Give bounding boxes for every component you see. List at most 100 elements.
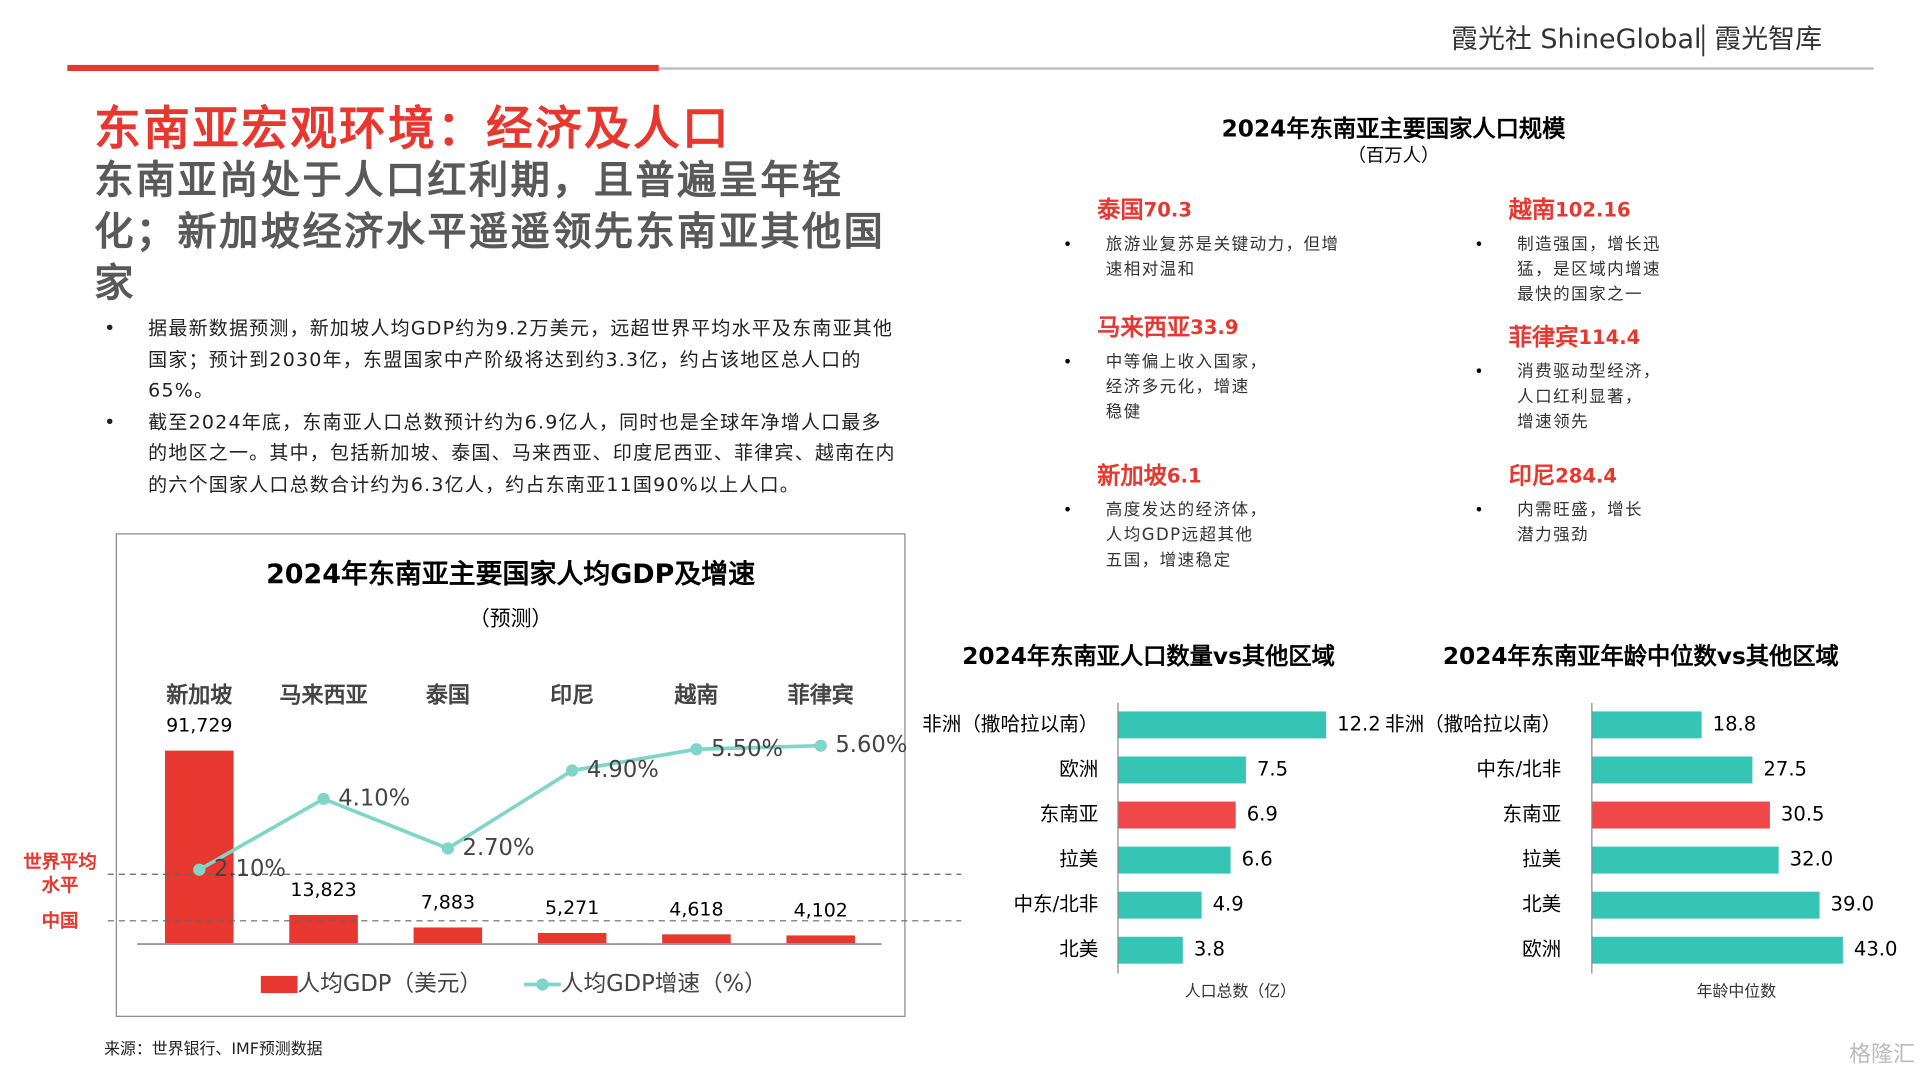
country-description: 内需旺盛，增长 <box>1517 500 1643 519</box>
country-heading: 马来西亚33.9 <box>1097 314 1238 341</box>
y-tick-label: 拉美 <box>1059 848 1098 871</box>
country-name: 菲律宾 <box>1509 323 1579 350</box>
country-population: 284.4 <box>1555 464 1617 487</box>
bar-value-label: 43.0 <box>1854 938 1898 961</box>
line-value-label: 4.90% <box>587 757 659 783</box>
country-description: 人均GDP远超其他 <box>1106 525 1254 544</box>
y-tick-label: 欧洲 <box>1522 938 1561 961</box>
line-value-label: 5.60% <box>835 732 907 758</box>
y-tick-label: 非洲（撒哈拉以南） <box>1385 712 1561 735</box>
y-tick-label: 北美 <box>1522 893 1561 916</box>
reference-label: 世界平均水平 <box>23 851 97 897</box>
country-heading: 菲律宾114.4 <box>1509 323 1641 350</box>
bar-value-label: 12.2 <box>1337 712 1381 735</box>
country-heading: 泰国70.3 <box>1096 196 1192 223</box>
country-description: 中等偏上收入国家， <box>1106 352 1268 371</box>
bar-value-label: 6.6 <box>1242 848 1273 871</box>
country-heading: 越南102.16 <box>1509 196 1631 223</box>
line <box>198 743 821 872</box>
y-tick-label: 中东/北非 <box>1476 757 1561 780</box>
country-population: 102.16 <box>1555 198 1631 221</box>
country-name: 越南 <box>1509 196 1556 223</box>
bar <box>1591 891 1820 919</box>
bar <box>413 927 483 945</box>
reference-label: 中国 <box>41 909 79 932</box>
line-marker <box>441 842 454 855</box>
bullet-list: 据最新数据预测，新加坡人均GDP约为9.2万美元，远超世界平均水平及东南亚其他国… <box>104 313 900 500</box>
y-tick-label: 东南亚 <box>1040 803 1099 826</box>
bar <box>662 934 731 945</box>
y-tick-label: 中东/北非 <box>1013 893 1098 916</box>
bar <box>165 750 234 945</box>
legend-label: 人均GDP增速（%） <box>561 971 767 997</box>
bar-value-label: 91,729 <box>166 715 232 737</box>
line-marker <box>193 863 206 876</box>
x-axis-label: 人口总数（亿） <box>1185 981 1296 1000</box>
brand: 霞光智库 <box>1714 24 1822 55</box>
header-accent <box>67 64 659 72</box>
bar <box>1117 891 1202 919</box>
desc-bullet: • <box>1063 500 1072 519</box>
bar-value-label: 13,823 <box>290 879 356 901</box>
line-marker <box>317 792 330 805</box>
country-description: 旅游业复苏是关键动力，但增 <box>1106 234 1340 253</box>
line-value-label: 2.10% <box>214 856 286 882</box>
x-axis-label: 年龄中位数 <box>1697 981 1777 1000</box>
country-population: 6.1 <box>1167 464 1202 487</box>
bar <box>1591 936 1843 964</box>
country-description: 制造强国，增长迅 <box>1517 234 1661 253</box>
desc-bullet: • <box>1063 352 1072 371</box>
country-description: 猛，是区域内增速 <box>1517 260 1661 279</box>
country-population: 70.3 <box>1144 198 1192 221</box>
bar-value-label: 18.8 <box>1713 712 1757 735</box>
bar-value-label: 7,883 <box>421 891 475 913</box>
x-tick-label: 新加坡 <box>166 683 233 709</box>
country-description: 潜力强劲 <box>1517 525 1589 544</box>
bar-value-label: 5,271 <box>545 897 599 919</box>
chart-frame <box>115 533 906 1017</box>
desc-bullet: • <box>1063 234 1072 253</box>
source-note: 来源：世界银行、IMF预测数据 <box>104 1039 323 1058</box>
desc-bullet: • <box>1474 234 1483 253</box>
line-value-label: 5.50% <box>711 736 783 762</box>
y-tick-label: 北美 <box>1059 938 1098 961</box>
line-marker <box>690 743 703 756</box>
legend-swatch <box>260 975 298 994</box>
country-description: 速相对温和 <box>1106 260 1196 279</box>
desc-bullet: • <box>1474 362 1483 381</box>
bar <box>1591 801 1770 829</box>
x-tick-label: 越南 <box>673 684 718 709</box>
country-description: 增速领先 <box>1517 412 1589 431</box>
bar <box>1117 711 1327 739</box>
bar-value-label: 3.8 <box>1194 938 1225 961</box>
country-description: 最快的国家之一 <box>1517 285 1643 304</box>
y-tick-label: 东南亚 <box>1502 803 1561 826</box>
x-tick-label: 印尼 <box>550 684 594 709</box>
panel-title: 2024年东南亚主要国家人口规模 <box>1222 115 1566 142</box>
bar-value-label: 4.9 <box>1213 893 1244 916</box>
chart-title: 2024年东南亚主要国家人均GDP及增速 <box>266 558 755 590</box>
country-heading: 印尼284.4 <box>1509 462 1617 489</box>
bar-value-label: 7.5 <box>1257 757 1288 780</box>
bar <box>1117 801 1236 829</box>
x-tick-label: 菲律宾 <box>788 683 854 709</box>
country-description: 五国，增速稳定 <box>1106 550 1232 569</box>
country-description: 经济多元化，增速 <box>1106 377 1250 396</box>
bar-value-label: 4,618 <box>669 898 723 920</box>
line-marker <box>566 764 579 777</box>
bar-value-label: 4,102 <box>794 899 848 921</box>
bar <box>289 914 358 945</box>
legend-swatch <box>536 978 549 991</box>
brand: 霞光社 ShineGlobal <box>1451 24 1701 55</box>
chart-subtitle: （预测） <box>469 607 552 631</box>
bar-value-label: 32.0 <box>1790 848 1834 871</box>
bullet: 据最新数据预测，新加坡人均GDP约为9.2万美元，远超世界平均水平及东南亚其他国… <box>104 313 900 407</box>
bar <box>786 935 856 945</box>
y-tick-label: 欧洲 <box>1059 757 1098 780</box>
country-description: 消费驱动型经济， <box>1517 362 1661 381</box>
desc-bullet: • <box>1474 500 1483 519</box>
bar <box>1591 846 1779 874</box>
